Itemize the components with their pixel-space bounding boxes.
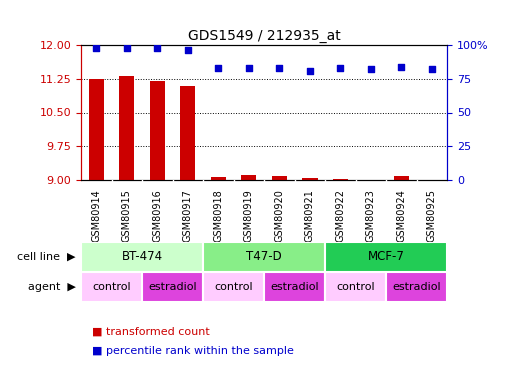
Bar bbox=[142, 272, 203, 302]
Text: GSM80917: GSM80917 bbox=[183, 189, 193, 242]
Text: estradiol: estradiol bbox=[392, 282, 441, 292]
Text: T47-D: T47-D bbox=[246, 251, 282, 263]
Bar bbox=[325, 242, 447, 272]
Text: estradiol: estradiol bbox=[149, 282, 197, 292]
Bar bbox=[119, 76, 134, 180]
Point bbox=[184, 47, 192, 53]
Text: ■ percentile rank within the sample: ■ percentile rank within the sample bbox=[92, 346, 293, 355]
Point bbox=[153, 45, 162, 51]
Point bbox=[367, 66, 375, 72]
Bar bbox=[81, 272, 142, 302]
Bar bbox=[386, 272, 447, 302]
Text: control: control bbox=[336, 282, 375, 292]
Point bbox=[92, 45, 100, 51]
Bar bbox=[302, 178, 317, 180]
Text: control: control bbox=[214, 282, 253, 292]
Bar bbox=[81, 242, 203, 272]
Text: agent  ▶: agent ▶ bbox=[28, 282, 76, 292]
Point bbox=[245, 65, 253, 71]
Text: GSM80914: GSM80914 bbox=[92, 189, 101, 242]
Bar bbox=[264, 272, 325, 302]
Text: GSM80922: GSM80922 bbox=[335, 189, 345, 242]
Text: GSM80916: GSM80916 bbox=[152, 189, 162, 242]
Text: cell line  ▶: cell line ▶ bbox=[17, 252, 76, 262]
Point bbox=[305, 68, 314, 74]
Bar bbox=[180, 86, 196, 180]
Bar bbox=[241, 175, 256, 180]
Text: GSM80918: GSM80918 bbox=[213, 189, 223, 242]
Text: GSM80919: GSM80919 bbox=[244, 189, 254, 242]
Text: ■ transformed count: ■ transformed count bbox=[92, 327, 209, 337]
Bar bbox=[272, 176, 287, 180]
Point bbox=[275, 65, 283, 71]
Text: GSM80923: GSM80923 bbox=[366, 189, 376, 242]
Text: GSM80925: GSM80925 bbox=[427, 189, 437, 242]
Point bbox=[336, 65, 345, 71]
Text: control: control bbox=[92, 282, 131, 292]
Point bbox=[122, 45, 131, 51]
Bar bbox=[203, 242, 325, 272]
Bar bbox=[150, 81, 165, 180]
Title: GDS1549 / 212935_at: GDS1549 / 212935_at bbox=[188, 28, 340, 43]
Text: GSM80915: GSM80915 bbox=[122, 189, 132, 242]
Text: estradiol: estradiol bbox=[270, 282, 319, 292]
Text: MCF-7: MCF-7 bbox=[368, 251, 405, 263]
Point bbox=[397, 64, 406, 70]
Bar bbox=[203, 272, 264, 302]
Bar bbox=[333, 178, 348, 180]
Text: GSM80920: GSM80920 bbox=[275, 189, 285, 242]
Bar bbox=[89, 79, 104, 180]
Text: GSM80921: GSM80921 bbox=[305, 189, 315, 242]
Point bbox=[428, 66, 436, 72]
Bar bbox=[211, 177, 226, 180]
Bar bbox=[325, 272, 386, 302]
Text: BT-474: BT-474 bbox=[121, 251, 163, 263]
Bar bbox=[394, 176, 409, 180]
Point bbox=[214, 65, 222, 71]
Text: GSM80924: GSM80924 bbox=[396, 189, 406, 242]
